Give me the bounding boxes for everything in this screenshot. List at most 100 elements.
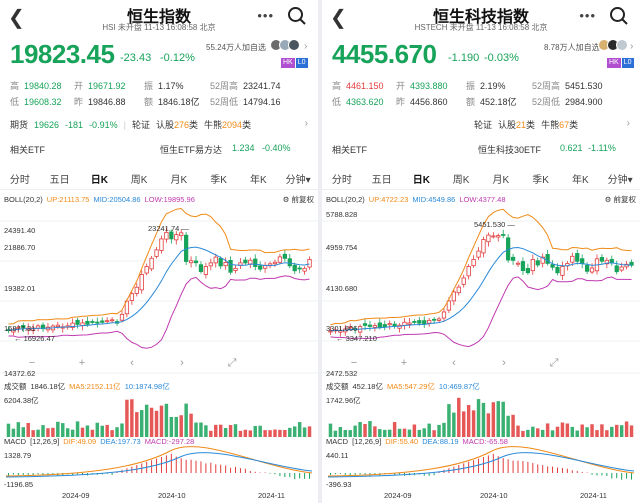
- search-icon[interactable]: [608, 5, 630, 27]
- boll-legend[interactable]: BOLL(20,2) UP:21113.75 MID:20504.86 LOW:…: [4, 195, 195, 204]
- price-adjust-toggle[interactable]: ⚙ 前复权: [604, 195, 636, 204]
- search-icon[interactable]: [286, 5, 308, 27]
- candle: [580, 258, 585, 264]
- price-adjust-toggle[interactable]: ⚙ 前复权: [282, 195, 314, 204]
- etf-pct: -1.11%: [588, 143, 616, 153]
- volume-bar: [6, 423, 11, 437]
- volume-bar: [130, 399, 134, 437]
- volume-bar: [402, 428, 407, 437]
- tab-quarter-k[interactable]: 季K: [532, 175, 549, 186]
- x-tick-label: 2024-09: [384, 491, 412, 500]
- candle: [624, 263, 629, 268]
- stats-row: 低 4363.620 昨 4456.860 额 452.18亿 52周低 2984.90…: [332, 96, 603, 107]
- candle: [223, 262, 228, 267]
- candle: [277, 256, 283, 263]
- candle: [233, 267, 238, 271]
- market-status: HSTECH 未开盘 11-13 16:08:58 北京: [414, 23, 548, 32]
- tab-five-day[interactable]: 五日: [49, 175, 70, 186]
- volume-bar: [125, 399, 129, 437]
- boll-mid-line: [8, 246, 310, 331]
- tab-week-k[interactable]: 周K: [130, 175, 148, 186]
- volume-bar: [614, 424, 619, 437]
- volume-legend: 成交额 1846.18亿 MA5:2152.11亿 10:1874.98亿: [4, 382, 170, 391]
- volume-bar: [476, 399, 481, 437]
- more-icon[interactable]: •••: [257, 8, 274, 23]
- volume-bar: [95, 422, 100, 437]
- volume-bar: [263, 430, 267, 437]
- tab-minute[interactable]: 分钟▾: [607, 175, 633, 186]
- volume-bar: [273, 429, 277, 437]
- hk-badge: HK: [281, 58, 295, 68]
- candle: [614, 265, 619, 273]
- x-tick-label: 2024-11: [580, 491, 607, 500]
- candle: [272, 261, 278, 265]
- macd-legend: MACD [12,26,9] DIF:55.40 DEA:88.19 MACD:…: [326, 437, 508, 446]
- derivatives-row[interactable]: 期货 19626 -181 -0.91% | 轮证 认股276类 牛熊2094类: [10, 119, 252, 131]
- y-tick-label: 16877.31: [4, 324, 36, 333]
- tab-month-k[interactable]: 月K: [170, 175, 188, 186]
- volume-bar: [26, 422, 30, 437]
- candle: [348, 326, 353, 329]
- back-icon[interactable]: ❮: [8, 7, 25, 29]
- volume-bar: [218, 424, 223, 437]
- tab-intraday[interactable]: 分时: [9, 175, 30, 186]
- kline-chart[interactable]: − + ‹ › ⤢: [322, 205, 640, 503]
- candle: [466, 266, 471, 277]
- y-tick-label: 4959.754: [326, 243, 358, 252]
- follower-avatars: [270, 39, 300, 53]
- kline-chart[interactable]: − + ‹ › ⤢: [0, 205, 318, 503]
- futures-price: 19626: [34, 119, 60, 130]
- candle: [515, 262, 521, 265]
- volume-bar: [21, 427, 26, 437]
- chevron-right-icon[interactable]: ›: [626, 118, 630, 129]
- volume-bar: [253, 426, 257, 437]
- warrants-label: 轮证: [131, 120, 150, 130]
- tab-minute[interactable]: 分钟▾: [285, 175, 311, 186]
- tab-day-k[interactable]: 日K: [412, 175, 430, 186]
- volume-bar: [417, 429, 422, 437]
- chevron-right-icon[interactable]: ›: [304, 118, 308, 129]
- boll-legend[interactable]: BOLL(20,2) UP:4722.23 MID:4549.86 LOW:43…: [326, 195, 506, 204]
- volume-bar: [46, 428, 50, 437]
- chevron-right-icon[interactable]: ›: [630, 41, 634, 52]
- candle: [367, 324, 373, 327]
- tab-month-k[interactable]: 月K: [492, 175, 510, 186]
- candle: [570, 255, 575, 263]
- followers-count: 55.24万人加自选: [206, 43, 267, 52]
- tab-week-k[interactable]: 周K: [452, 175, 470, 186]
- volume-bar: [516, 425, 520, 437]
- tab-year-k[interactable]: 年K: [250, 175, 267, 186]
- volume-bar: [11, 428, 16, 437]
- tab-year-k[interactable]: 年K: [572, 175, 589, 186]
- volume-bar: [531, 426, 535, 437]
- candle: [188, 260, 194, 264]
- volume-bar: [70, 429, 75, 437]
- market-badges: HK L0: [607, 58, 634, 68]
- period-tabs: 分时 五日 日K 周K 月K 季K 年K 分钟▾: [0, 168, 318, 190]
- tab-five-day[interactable]: 五日: [371, 175, 392, 186]
- candle: [70, 322, 75, 328]
- volume-bar: [288, 427, 292, 437]
- volume-bar: [373, 426, 377, 437]
- volume-bar: [565, 423, 570, 437]
- candle: [21, 325, 26, 329]
- derivatives-row[interactable]: 轮证 认股21类 牛熊67类: [474, 120, 579, 130]
- candle: [412, 321, 417, 323]
- volume-bar: [90, 429, 95, 437]
- tab-quarter-k[interactable]: 季K: [210, 175, 227, 186]
- macd-max-label: 1328.79: [4, 451, 32, 460]
- chevron-right-icon[interactable]: ›: [304, 41, 308, 52]
- back-icon[interactable]: ❮: [330, 7, 347, 29]
- last-price: 19823.45: [10, 39, 115, 69]
- volume-bar: [432, 430, 436, 437]
- tab-day-k[interactable]: 日K: [90, 175, 108, 186]
- volume-bar: [570, 426, 575, 437]
- candle: [109, 319, 115, 322]
- candle: [218, 258, 223, 267]
- candle: [387, 323, 392, 326]
- candle: [491, 235, 496, 238]
- volume-bar: [204, 425, 208, 437]
- tab-intraday[interactable]: 分时: [331, 175, 352, 186]
- more-icon[interactable]: •••: [579, 8, 596, 23]
- volume-max-label: 1742.96亿: [326, 396, 361, 405]
